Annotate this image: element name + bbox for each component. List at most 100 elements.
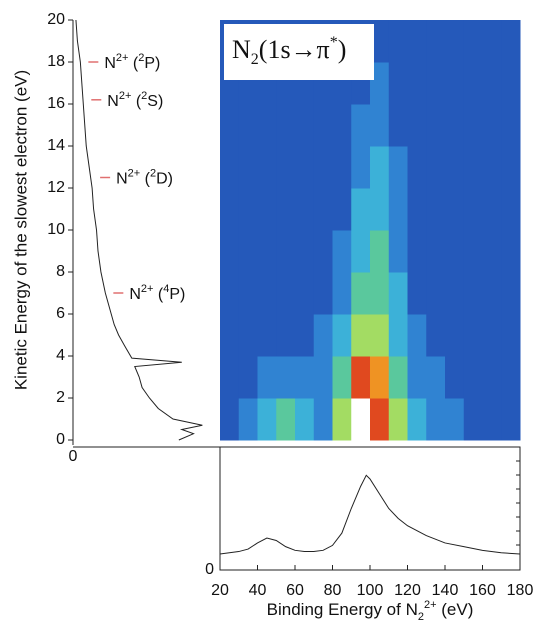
heat-cell bbox=[220, 314, 240, 357]
heat-cell bbox=[220, 398, 240, 441]
heat-cell bbox=[370, 104, 390, 147]
y-tick-label: 16 bbox=[47, 95, 65, 112]
heat-cell bbox=[351, 188, 371, 231]
heat-cell bbox=[238, 188, 258, 231]
annotation: N2+ (2P) bbox=[104, 52, 160, 72]
heat-cell bbox=[313, 398, 333, 441]
heat-cell bbox=[257, 230, 277, 273]
heat-cell bbox=[463, 398, 483, 441]
heat-cell bbox=[332, 146, 352, 189]
heat-cell bbox=[370, 20, 390, 63]
heat-cell bbox=[295, 146, 315, 189]
heat-cell bbox=[445, 104, 465, 147]
heat-cell bbox=[407, 146, 427, 189]
text-segment: 2+ bbox=[424, 599, 437, 611]
x-tick-label: 180 bbox=[507, 582, 534, 599]
heat-cell bbox=[295, 272, 315, 315]
heat-cell bbox=[238, 272, 258, 315]
heat-cell bbox=[388, 314, 408, 357]
text-segment: N bbox=[107, 93, 119, 110]
heat-cell bbox=[238, 398, 258, 441]
heat-cell bbox=[351, 272, 371, 315]
y-tick-label: 14 bbox=[47, 137, 65, 154]
text-segment: 2 bbox=[141, 90, 147, 102]
text-segment: 2 bbox=[251, 51, 259, 68]
y-tick-label: 2 bbox=[56, 389, 65, 406]
text-segment: ) bbox=[338, 35, 347, 64]
heat-cell bbox=[295, 230, 315, 273]
text-segment: 2 bbox=[150, 167, 156, 179]
heat-cell bbox=[332, 188, 352, 231]
heat-cell bbox=[257, 314, 277, 357]
heat-cell bbox=[482, 146, 502, 189]
x-tick-label: 20 bbox=[211, 582, 229, 599]
heat-cell bbox=[445, 20, 465, 63]
y-tick-label: 8 bbox=[56, 263, 65, 280]
heat-cell bbox=[501, 62, 521, 105]
heat-cell bbox=[501, 20, 521, 63]
heat-cell bbox=[388, 104, 408, 147]
x-tick-label: 60 bbox=[286, 582, 304, 599]
heat-cell bbox=[426, 104, 446, 147]
heat-cell bbox=[388, 356, 408, 399]
heat-cell bbox=[370, 62, 390, 105]
heat-cell bbox=[238, 230, 258, 273]
x-tick-label: 120 bbox=[394, 582, 421, 599]
heat-cell bbox=[482, 188, 502, 231]
heat-cell bbox=[276, 230, 296, 273]
heat-cell bbox=[295, 356, 315, 399]
heat-cell bbox=[276, 314, 296, 357]
y-tick-label: 4 bbox=[56, 347, 65, 364]
heat-cell bbox=[370, 398, 390, 441]
heat-cell bbox=[332, 230, 352, 273]
heat-cell bbox=[482, 104, 502, 147]
heat-cell bbox=[388, 398, 408, 441]
heat-cell bbox=[351, 314, 371, 357]
heat-cell bbox=[257, 356, 277, 399]
heat-cell bbox=[313, 272, 333, 315]
x-tick-label: 140 bbox=[432, 582, 459, 599]
text-segment: P) bbox=[144, 55, 160, 72]
heat-cell bbox=[295, 104, 315, 147]
spectrum-line bbox=[219, 474, 521, 555]
x-tick-label: 80 bbox=[324, 582, 342, 599]
spectrum-line bbox=[75, 19, 203, 441]
annotation: N2+ (2S) bbox=[107, 90, 163, 110]
heat-cell bbox=[295, 398, 315, 441]
text-segment: 2+ bbox=[141, 283, 154, 295]
heat-cell bbox=[407, 62, 427, 105]
heat-cell bbox=[257, 104, 277, 147]
heat-cell bbox=[332, 314, 352, 357]
heat-cell bbox=[257, 398, 277, 441]
heat-cell bbox=[463, 146, 483, 189]
y-tick-label: 0 bbox=[56, 431, 65, 448]
heat-cell bbox=[388, 230, 408, 273]
text-segment: (1s→π bbox=[259, 35, 330, 64]
text-segment: ( bbox=[128, 55, 138, 72]
heat-cell bbox=[351, 356, 371, 399]
heat-cell bbox=[426, 188, 446, 231]
heat-cell bbox=[426, 272, 446, 315]
heat-cell bbox=[276, 188, 296, 231]
heat-cell bbox=[445, 230, 465, 273]
heat-cell bbox=[370, 272, 390, 315]
annotation: N2+ (4P) bbox=[129, 283, 185, 303]
heat-cell bbox=[276, 146, 296, 189]
text-segment: ( bbox=[140, 171, 150, 188]
heat-cell bbox=[426, 62, 446, 105]
chart-title: N2(1s→π*) bbox=[232, 34, 346, 68]
heat-cell bbox=[313, 188, 333, 231]
heat-cell bbox=[482, 20, 502, 63]
y-tick-label: 20 bbox=[47, 11, 65, 28]
heat-cell bbox=[351, 398, 371, 441]
text-segment: N bbox=[129, 286, 141, 303]
text-segment: S) bbox=[147, 93, 163, 110]
heat-cell bbox=[445, 314, 465, 357]
heat-cell bbox=[426, 230, 446, 273]
heat-cell bbox=[370, 188, 390, 231]
heat-cell bbox=[370, 356, 390, 399]
heat-cell bbox=[257, 146, 277, 189]
heat-cell bbox=[426, 314, 446, 357]
heat-cell bbox=[351, 230, 371, 273]
